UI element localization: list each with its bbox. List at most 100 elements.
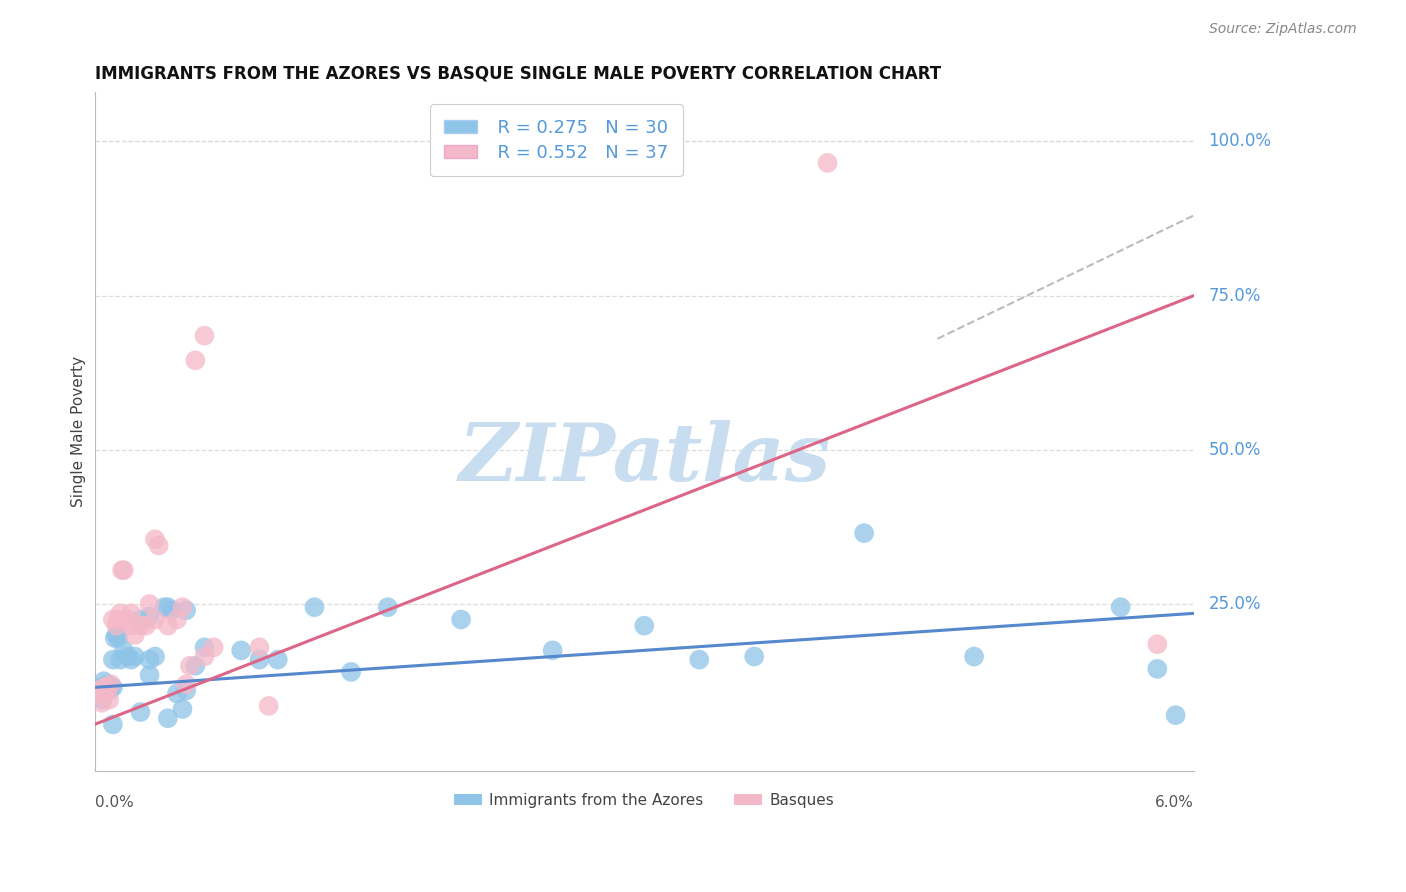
Point (633, 618, 655, 632)
Legend: Immigrants from the Azores, Basques: Immigrants from the Azores, Basques (449, 787, 841, 814)
Point (257, 698, 280, 713)
Text: 50.0%: 50.0% (1209, 441, 1261, 458)
Point (111, 563, 134, 577)
Point (174, 603, 197, 617)
Point (267, 652, 290, 666)
Point (87, 687, 110, 701)
Point (120, 607, 142, 621)
Point (450, 613, 472, 627)
Point (112, 563, 135, 577)
Point (93, 674, 115, 689)
Point (124, 649, 146, 664)
Point (156, 618, 179, 632)
Point (96, 677, 118, 691)
Point (117, 613, 139, 627)
Point (179, 658, 201, 673)
Text: 75.0%: 75.0% (1209, 286, 1261, 304)
Point (174, 683, 197, 698)
Point (156, 711, 179, 725)
Point (101, 717, 124, 731)
Point (1164, 708, 1187, 723)
Point (135, 618, 157, 632)
Point (138, 652, 160, 666)
Point (1146, 662, 1168, 676)
Point (93, 681, 115, 695)
Text: 0.0%: 0.0% (94, 796, 134, 810)
Text: Source: ZipAtlas.com: Source: ZipAtlas.com (1209, 22, 1357, 37)
Text: 100.0%: 100.0% (1209, 132, 1271, 151)
Point (90, 696, 112, 710)
Point (184, 353, 207, 368)
Point (107, 631, 129, 645)
Point (688, 652, 710, 666)
Point (193, 328, 215, 343)
Point (742, 649, 765, 664)
Point (377, 600, 399, 615)
Point (1109, 600, 1132, 615)
Point (138, 597, 160, 611)
Point (101, 681, 124, 695)
Point (110, 607, 132, 621)
Point (98, 692, 121, 706)
Point (89, 683, 111, 698)
Point (143, 649, 166, 664)
Point (166, 687, 188, 701)
Point (578, 156, 600, 170)
Point (101, 613, 124, 627)
Point (853, 526, 876, 541)
Point (340, 665, 363, 679)
Point (193, 640, 215, 655)
Point (100, 681, 122, 695)
Point (138, 609, 160, 624)
Point (963, 649, 986, 664)
Point (202, 640, 225, 655)
Y-axis label: Single Male Poverty: Single Male Poverty (72, 356, 86, 507)
Point (100, 677, 122, 691)
Point (124, 628, 146, 642)
Point (172, 600, 194, 615)
Point (249, 640, 271, 655)
Point (129, 618, 152, 632)
Point (89, 687, 111, 701)
Point (90, 692, 112, 706)
Point (143, 533, 166, 547)
Point (817, 156, 839, 170)
Point (101, 652, 124, 666)
Point (117, 649, 139, 664)
Point (112, 643, 135, 657)
Point (105, 618, 128, 632)
Point (172, 702, 194, 716)
Point (120, 618, 142, 632)
Text: ZIPatlas: ZIPatlas (458, 420, 831, 497)
Text: IMMIGRANTS FROM THE AZORES VS BASQUE SINGLE MALE POVERTY CORRELATION CHART: IMMIGRANTS FROM THE AZORES VS BASQUE SIN… (94, 64, 941, 82)
Point (166, 613, 188, 627)
Point (153, 600, 176, 615)
Point (120, 652, 142, 666)
Point (143, 613, 166, 627)
Point (105, 628, 128, 642)
Point (107, 613, 129, 627)
Point (96, 681, 118, 695)
Point (129, 613, 152, 627)
Point (104, 631, 127, 645)
Point (94, 687, 117, 701)
Point (98, 683, 121, 698)
Point (231, 643, 253, 657)
Point (304, 600, 326, 615)
Point (129, 705, 152, 719)
Point (193, 649, 215, 664)
Point (110, 652, 132, 666)
Point (156, 600, 179, 615)
Point (148, 539, 170, 553)
Point (184, 658, 207, 673)
Point (160, 603, 183, 617)
Point (138, 668, 160, 682)
Text: 6.0%: 6.0% (1156, 796, 1194, 810)
Point (1146, 637, 1168, 651)
Text: 25.0%: 25.0% (1209, 595, 1261, 613)
Point (94, 681, 117, 695)
Point (249, 652, 271, 666)
Point (174, 677, 197, 691)
Point (541, 643, 564, 657)
Point (87, 681, 110, 695)
